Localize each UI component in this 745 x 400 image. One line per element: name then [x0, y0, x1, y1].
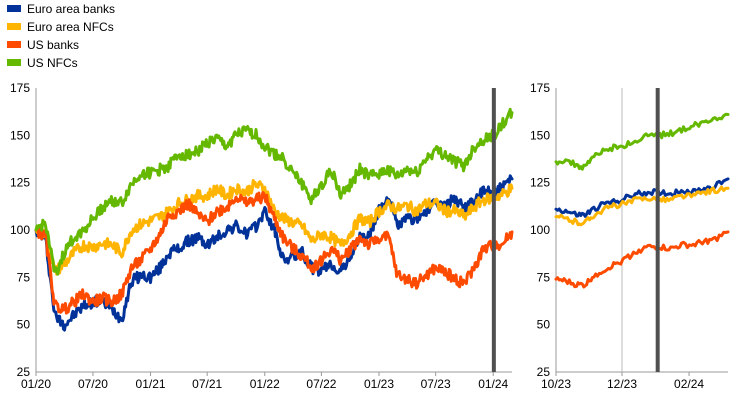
- vertical-marker: [655, 88, 660, 372]
- x-tick-label: 12/23: [607, 377, 637, 391]
- x-tick-label: 01/21: [136, 377, 166, 391]
- legend-label-0: Euro area banks: [27, 2, 115, 16]
- x-tick-label: 02/24: [674, 377, 704, 391]
- x-tick-label: 01/24: [478, 377, 508, 391]
- y-tick-label: 75: [17, 270, 31, 284]
- y-tick-label: 75: [537, 270, 551, 284]
- y-tick-label: 125: [530, 176, 550, 190]
- legend-swatch-2: [7, 41, 21, 48]
- legend: Euro area banks Euro area NFCs US banks US …: [7, 2, 115, 70]
- legend-label-1: Euro area NFCs: [27, 20, 114, 34]
- y-tick-label: 50: [537, 318, 551, 332]
- series-line-us-nfcs: [554, 112, 730, 171]
- series-line-euro-area-banks: [34, 174, 514, 332]
- y-tick-label: 175: [530, 81, 550, 95]
- y-tick-label: 50: [17, 318, 31, 332]
- vertical-marker: [491, 88, 496, 372]
- y-tick-label: 100: [530, 223, 550, 237]
- legend-label-3: US NFCs: [27, 56, 78, 70]
- y-tick-label: 25: [537, 365, 551, 379]
- series-line-us-banks: [34, 191, 514, 315]
- x-tick-label: 01/23: [364, 377, 394, 391]
- x-tick-label: 07/20: [78, 377, 108, 391]
- legend-swatch-3: [7, 59, 21, 66]
- y-tick-label: 100: [10, 223, 30, 237]
- y-tick-label: 25: [17, 365, 31, 379]
- series-line-euro-area-nfcs: [34, 179, 514, 276]
- x-tick-label: 10/23: [541, 377, 571, 391]
- panel-main: 25 50 75 100 125 150 175 01/20 07/20 01/21 07/21 01…: [10, 81, 514, 391]
- legend-swatch-1: [7, 23, 21, 30]
- x-tick-label: 07/23: [421, 377, 451, 391]
- x-tick-label: 07/22: [306, 377, 336, 391]
- y-tick-label: 150: [530, 128, 550, 142]
- panel-zoom: 25 50 75 100 125 150 175 10/23 12/23 02/24: [530, 81, 730, 391]
- legend-swatch-0: [7, 5, 21, 12]
- x-tick-label: 01/22: [250, 377, 280, 391]
- series-line-euro-area-nfcs: [554, 185, 730, 227]
- y-tick-label: 175: [10, 81, 30, 95]
- y-tick-label: 150: [10, 128, 30, 142]
- series-line-us-banks: [554, 230, 730, 289]
- series-line-us-nfcs: [34, 107, 514, 276]
- x-tick-label: 07/21: [192, 377, 222, 391]
- legend-label-2: US banks: [27, 38, 79, 52]
- x-tick-label: 01/20: [21, 377, 51, 391]
- y-tick-label: 125: [10, 176, 30, 190]
